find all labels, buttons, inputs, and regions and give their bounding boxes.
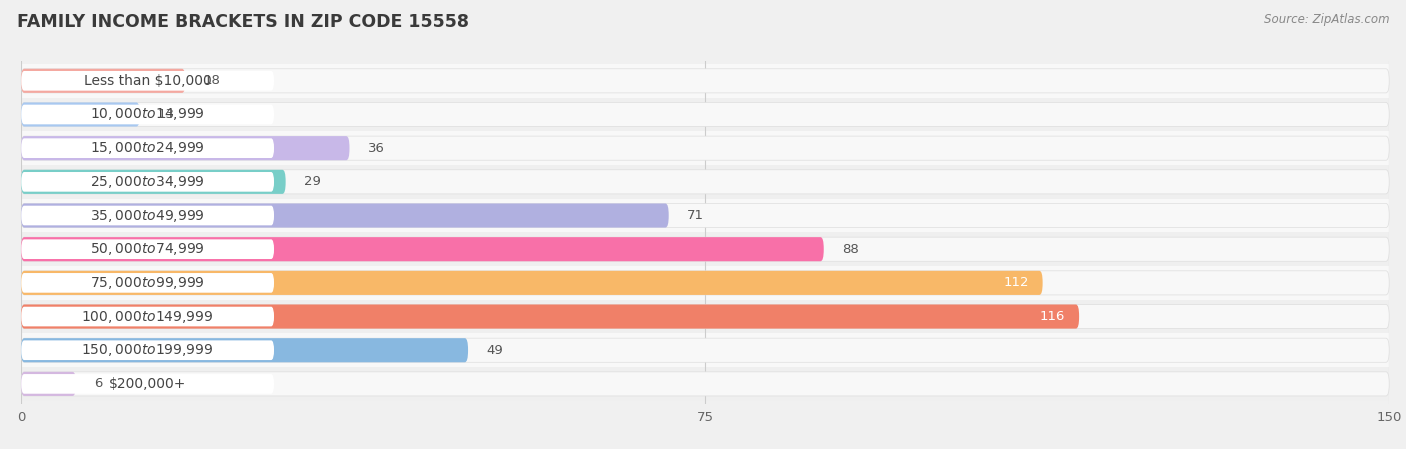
FancyBboxPatch shape (21, 170, 1389, 194)
Text: 88: 88 (842, 243, 859, 255)
FancyBboxPatch shape (21, 69, 1389, 93)
FancyBboxPatch shape (21, 304, 1080, 329)
FancyBboxPatch shape (21, 136, 1389, 160)
Text: $25,000 to $34,999: $25,000 to $34,999 (90, 174, 205, 190)
Text: FAMILY INCOME BRACKETS IN ZIP CODE 15558: FAMILY INCOME BRACKETS IN ZIP CODE 15558 (17, 13, 468, 31)
Text: $75,000 to $99,999: $75,000 to $99,999 (90, 275, 205, 291)
Bar (21, 198, 1389, 233)
FancyBboxPatch shape (21, 338, 1389, 362)
FancyBboxPatch shape (21, 172, 274, 192)
Bar (21, 367, 1389, 401)
FancyBboxPatch shape (21, 307, 274, 326)
FancyBboxPatch shape (21, 271, 1043, 295)
FancyBboxPatch shape (21, 71, 274, 91)
Text: 116: 116 (1040, 310, 1066, 323)
FancyBboxPatch shape (21, 273, 274, 293)
Text: 112: 112 (1004, 277, 1029, 289)
FancyBboxPatch shape (21, 340, 274, 360)
Bar (21, 97, 1389, 131)
Text: 18: 18 (204, 75, 221, 87)
FancyBboxPatch shape (21, 372, 76, 396)
FancyBboxPatch shape (21, 138, 274, 158)
FancyBboxPatch shape (21, 203, 1389, 228)
FancyBboxPatch shape (21, 237, 1389, 261)
FancyBboxPatch shape (21, 239, 274, 259)
FancyBboxPatch shape (21, 374, 274, 394)
FancyBboxPatch shape (21, 102, 139, 127)
FancyBboxPatch shape (21, 69, 186, 93)
Text: 29: 29 (304, 176, 321, 188)
Text: 49: 49 (486, 344, 503, 357)
Bar (21, 233, 1389, 266)
Bar (21, 64, 1389, 98)
Bar (21, 165, 1389, 198)
FancyBboxPatch shape (21, 105, 274, 124)
Bar (21, 300, 1389, 333)
Text: Source: ZipAtlas.com: Source: ZipAtlas.com (1264, 13, 1389, 26)
Text: $35,000 to $49,999: $35,000 to $49,999 (90, 207, 205, 224)
Text: 6: 6 (94, 378, 103, 390)
Text: $50,000 to $74,999: $50,000 to $74,999 (90, 241, 205, 257)
FancyBboxPatch shape (21, 206, 274, 225)
Text: 71: 71 (688, 209, 704, 222)
Text: $100,000 to $149,999: $100,000 to $149,999 (82, 308, 214, 325)
FancyBboxPatch shape (21, 136, 350, 160)
Text: $10,000 to $14,999: $10,000 to $14,999 (90, 106, 205, 123)
FancyBboxPatch shape (21, 102, 1389, 127)
FancyBboxPatch shape (21, 271, 1389, 295)
FancyBboxPatch shape (21, 203, 669, 228)
Text: $150,000 to $199,999: $150,000 to $199,999 (82, 342, 214, 358)
Text: $200,000+: $200,000+ (108, 377, 187, 391)
Text: 13: 13 (157, 108, 174, 121)
Bar (21, 333, 1389, 367)
FancyBboxPatch shape (21, 338, 468, 362)
FancyBboxPatch shape (21, 170, 285, 194)
Text: 36: 36 (367, 142, 384, 154)
FancyBboxPatch shape (21, 304, 1389, 329)
FancyBboxPatch shape (21, 237, 824, 261)
Bar (21, 131, 1389, 165)
FancyBboxPatch shape (21, 372, 1389, 396)
Bar (21, 266, 1389, 300)
Text: $15,000 to $24,999: $15,000 to $24,999 (90, 140, 205, 156)
Text: Less than $10,000: Less than $10,000 (84, 74, 211, 88)
